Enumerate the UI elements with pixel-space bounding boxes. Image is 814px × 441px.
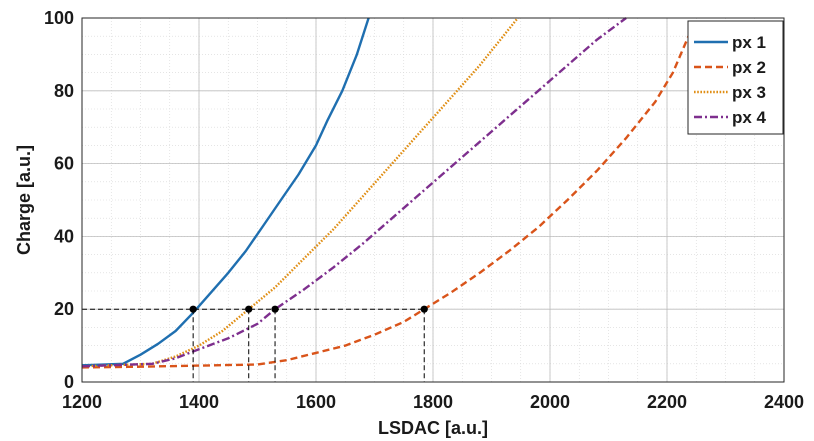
y-tick-labels: 0 20 40 60 80 100 <box>44 8 74 392</box>
annotation-layer <box>82 305 428 382</box>
x-tick-label: 1600 <box>296 392 336 412</box>
x-tick-label: 1400 <box>179 392 219 412</box>
y-tick-label: 0 <box>64 372 74 392</box>
series-layer <box>81 17 698 369</box>
legend: px 1 px 2 px 3 px 4 <box>687 20 784 135</box>
y-tick-label: 80 <box>54 81 74 101</box>
x-tick-label: 1200 <box>62 392 102 412</box>
legend-label-4: px 4 <box>732 108 767 127</box>
plot-frame <box>81 17 785 383</box>
x-tick-label: 2400 <box>764 392 804 412</box>
x-tick-label: 2000 <box>530 392 570 412</box>
series-line-4 <box>81 17 627 368</box>
y-tick-label: 20 <box>54 299 74 319</box>
legend-label-3: px 3 <box>732 83 766 102</box>
crossing-marker <box>245 305 253 313</box>
legend-label-2: px 2 <box>732 58 766 77</box>
y-tick-label: 40 <box>54 226 74 246</box>
x-tick-labels: 1200 1400 1600 1800 2000 2200 2400 <box>62 392 804 412</box>
crossing-marker <box>189 305 197 313</box>
x-tick-label: 2200 <box>647 392 687 412</box>
y-axis-label: Charge [a.u.] <box>14 145 34 255</box>
legend-box <box>687 20 784 135</box>
series-line-2 <box>81 17 698 369</box>
legend-label-1: px 1 <box>732 33 766 52</box>
x-tick-label: 1800 <box>413 392 453 412</box>
series-line-1 <box>81 17 370 367</box>
y-tick-label: 60 <box>54 154 74 174</box>
x-axis-label: LSDAC [a.u.] <box>378 418 488 438</box>
series-line-3 <box>81 17 519 368</box>
crossing-marker <box>271 305 279 313</box>
crossing-marker <box>420 305 428 313</box>
y-tick-label: 100 <box>44 8 74 28</box>
